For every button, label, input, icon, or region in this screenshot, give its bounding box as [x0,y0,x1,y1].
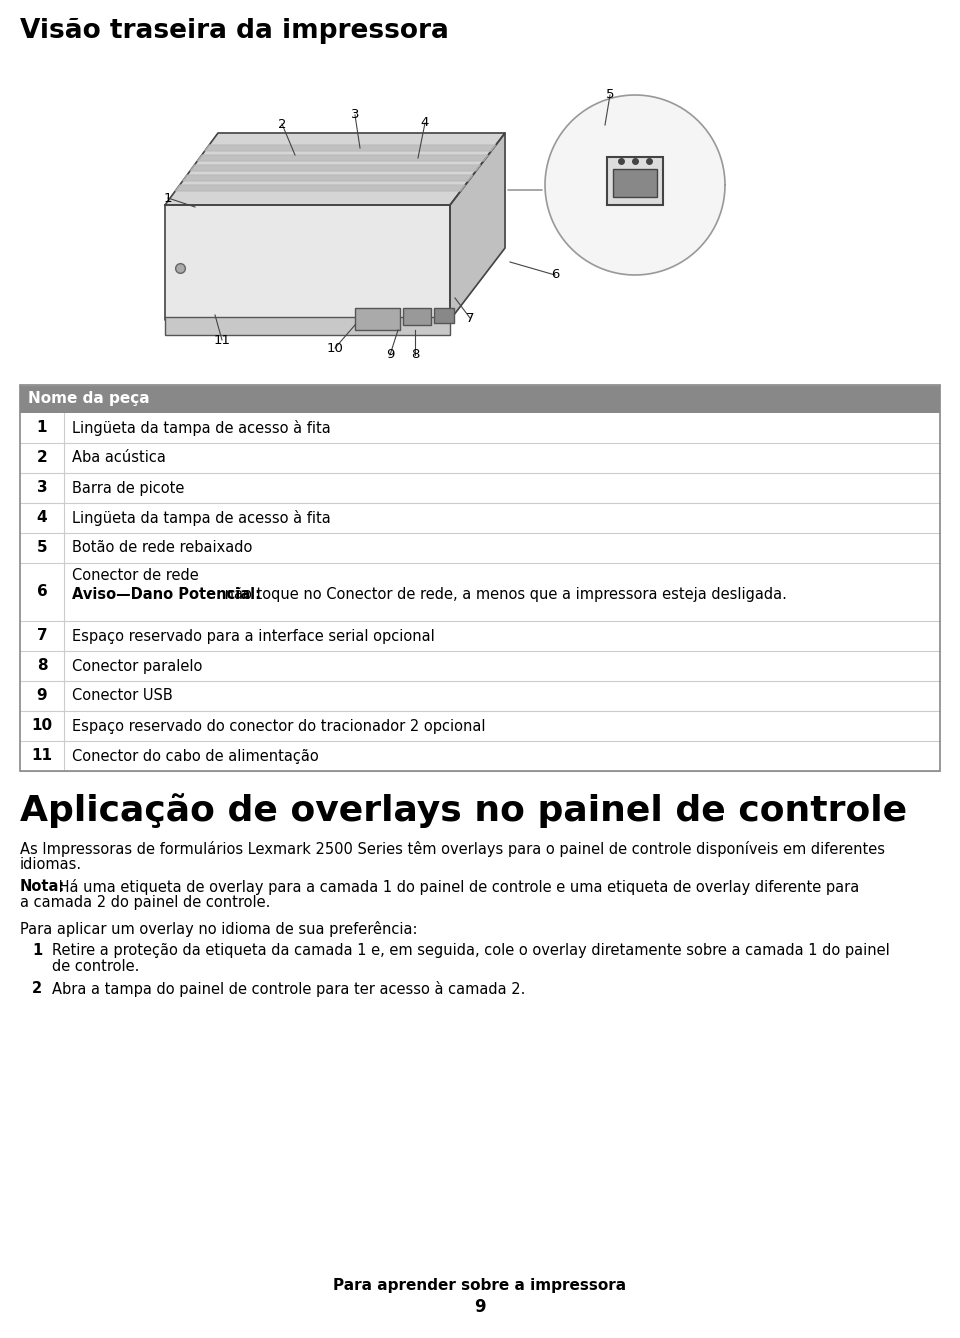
Polygon shape [198,155,489,161]
Text: 8: 8 [36,658,47,673]
Bar [20,710,940,741]
Text: Para aprender sobre a impressora: Para aprender sobre a impressora [333,1278,627,1293]
Text: Nome da peça: Nome da peça [28,391,150,405]
Text: Há uma etiqueta de overlay para a camada 1 do painel de controle e uma etiqueta : Há uma etiqueta de overlay para a camada… [54,879,859,895]
Text: 2: 2 [32,981,42,995]
Text: 10: 10 [326,341,344,355]
Polygon shape [545,95,725,276]
Text: 2: 2 [277,118,286,131]
Text: 2: 2 [36,451,47,466]
Polygon shape [182,175,473,181]
Bar [20,385,940,413]
Text: As Impressoras de formulários Lexmark 2500 Series têm overlays para o painel de : As Impressoras de formulários Lexmark 25… [20,842,885,858]
Text: 11: 11 [32,748,53,764]
Bar [613,169,657,197]
Text: Aplicação de overlays no painel de controle: Aplicação de overlays no painel de contr… [20,793,907,828]
Text: Espaço reservado do conector do tracionador 2 opcional: Espaço reservado do conector do traciona… [72,719,486,733]
Polygon shape [190,165,481,171]
Text: Botão de rede rebaixado: Botão de rede rebaixado [72,541,252,555]
Bar [20,533,940,563]
Text: 8: 8 [411,348,420,361]
Bar [20,741,940,771]
Text: não toque no Conector de rede, a menos que a impressora esteja desligada.: não toque no Conector de rede, a menos q… [220,587,787,602]
Polygon shape [165,132,505,205]
Text: Visão traseira da impressora: Visão traseira da impressora [20,17,449,44]
Text: idiomas.: idiomas. [20,858,83,872]
Text: Lingüeta da tampa de acesso à fita: Lingüeta da tampa de acesso à fita [72,420,331,436]
Text: 7: 7 [466,312,474,325]
Text: 4: 4 [36,511,47,526]
Bar [20,385,940,771]
Bar [20,503,940,533]
Text: Conector paralelo: Conector paralelo [72,658,203,673]
Bar [20,443,940,474]
Text: a camada 2 do painel de controle.: a camada 2 do painel de controle. [20,895,271,910]
Text: 3: 3 [36,480,47,495]
Bar [165,317,450,334]
Text: Nota:: Nota: [20,879,65,894]
Text: Lingüeta da tampa de acesso à fita: Lingüeta da tampa de acesso à fita [72,510,331,526]
Bar [20,413,940,443]
Polygon shape [176,185,466,191]
Bar [434,308,454,322]
Bar [355,308,400,330]
Text: 1: 1 [164,191,172,205]
Text: 3: 3 [350,108,359,122]
Text: 4: 4 [420,116,429,130]
Text: Barra de picote: Barra de picote [72,480,184,495]
Text: Espaço reservado para a interface serial opcional: Espaço reservado para a interface serial… [72,629,435,644]
Polygon shape [204,145,495,151]
Text: Conector de rede: Conector de rede [72,569,199,583]
Text: 5: 5 [36,541,47,555]
Bar [20,652,940,681]
Text: 5: 5 [606,88,614,102]
Text: 11: 11 [213,333,230,347]
Text: 6: 6 [551,269,559,281]
Text: Retire a proteção da etiqueta da camada 1 e, em seguida, cole o overlay diretame: Retire a proteção da etiqueta da camada … [52,943,890,958]
Text: 7: 7 [36,629,47,644]
Bar [20,563,940,621]
Text: 9: 9 [474,1298,486,1317]
Text: Aviso—Dano Potencial:: Aviso—Dano Potencial: [72,587,261,602]
Text: de controle.: de controle. [52,959,139,974]
Text: Conector do cabo de alimentação: Conector do cabo de alimentação [72,748,319,764]
Text: 1: 1 [36,420,47,435]
Text: Conector USB: Conector USB [72,689,173,704]
Bar [403,308,431,325]
Text: Para aplicar um overlay no idioma de sua preferência:: Para aplicar um overlay no idioma de sua… [20,921,418,937]
Text: Aba acústica: Aba acústica [72,451,166,466]
Polygon shape [450,132,505,320]
Bar [607,157,663,205]
Text: 1: 1 [32,943,42,958]
Bar [20,474,940,503]
Text: Abra a tampa do painel de controle para ter acesso à camada 2.: Abra a tampa do painel de controle para … [52,981,525,997]
Text: 10: 10 [32,719,53,733]
Text: 6: 6 [36,585,47,599]
Text: 9: 9 [36,689,47,704]
Bar [20,621,940,652]
Polygon shape [165,205,450,320]
Bar [20,681,940,710]
Text: 9: 9 [386,348,395,361]
